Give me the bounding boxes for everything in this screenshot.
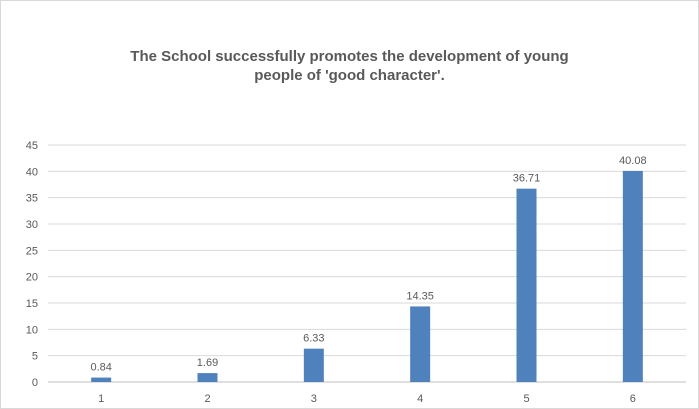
bar-6 — [622, 170, 643, 382]
data-label-6: 40.08 — [619, 155, 647, 167]
y-tick-label-20: 20 — [26, 272, 38, 284]
bar-4 — [410, 306, 431, 382]
y-tick-label-25: 25 — [26, 245, 38, 257]
chart-title: The School successfully promotes the dev… — [1, 47, 698, 85]
y-tick-label-30: 30 — [26, 219, 38, 231]
y-tick-label-40: 40 — [26, 166, 38, 178]
x-tick-label-2: 2 — [204, 393, 210, 405]
bar-1 — [91, 377, 112, 382]
y-tick-label-35: 35 — [26, 193, 38, 205]
y-tick-label-10: 10 — [26, 324, 38, 336]
y-tick-label-0: 0 — [32, 377, 38, 389]
data-label-5: 36.71 — [513, 173, 541, 185]
data-label-1: 0.84 — [90, 362, 111, 374]
bar-3 — [303, 348, 324, 382]
chart-title-line-2: people of 'good character'. — [254, 67, 445, 84]
y-tick-label-15: 15 — [26, 298, 38, 310]
x-tick-label-6: 6 — [630, 393, 636, 405]
chart-title-line-1: The School successfully promotes the dev… — [130, 48, 569, 65]
data-label-2: 1.69 — [197, 357, 218, 369]
y-tick-label-45: 45 — [26, 140, 38, 152]
data-label-3: 6.33 — [303, 333, 324, 345]
data-label-4: 14.35 — [406, 290, 434, 302]
x-tick-label-3: 3 — [311, 393, 317, 405]
bar-5 — [516, 188, 537, 382]
y-tick-label-5: 5 — [32, 351, 38, 363]
bar-2 — [197, 373, 218, 382]
x-tick-label-1: 1 — [98, 393, 104, 405]
x-tick-label-4: 4 — [417, 393, 423, 405]
x-tick-label-5: 5 — [523, 393, 529, 405]
